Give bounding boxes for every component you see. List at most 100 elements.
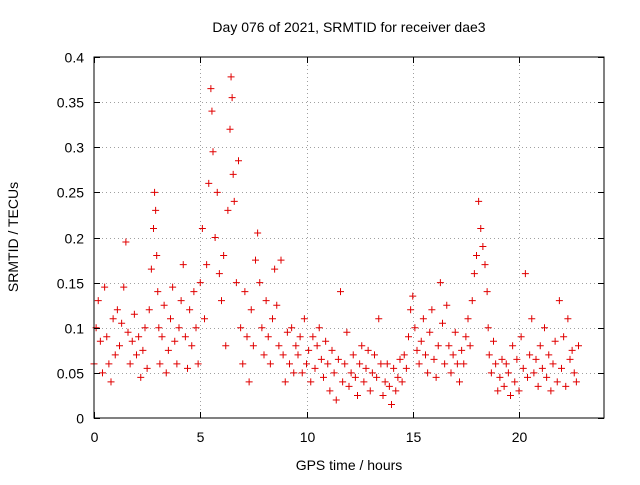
data-points — [90, 73, 582, 408]
data-point — [551, 337, 559, 345]
data-point — [481, 261, 489, 269]
data-point — [229, 170, 237, 178]
data-point — [402, 364, 410, 372]
data-point — [227, 73, 235, 81]
x-tick-label: 20 — [512, 429, 528, 445]
data-point — [235, 157, 242, 165]
data-point — [483, 288, 491, 296]
data-point — [475, 197, 483, 205]
y-tick-label: 0 — [76, 411, 84, 427]
data-point — [424, 369, 432, 377]
data-point — [549, 360, 557, 368]
data-point — [458, 346, 466, 354]
data-point — [562, 382, 570, 390]
data-point — [198, 224, 206, 232]
data-point — [269, 315, 276, 323]
data-point — [147, 265, 155, 273]
data-point — [479, 243, 487, 251]
data-point — [211, 234, 219, 241]
data-point — [441, 360, 449, 368]
data-point — [534, 382, 542, 390]
x-tick-label: 0 — [91, 429, 99, 445]
data-point — [258, 324, 266, 332]
data-point — [277, 256, 285, 264]
data-point — [311, 364, 319, 372]
data-point — [317, 355, 325, 363]
data-point — [167, 315, 174, 323]
data-point — [298, 369, 306, 377]
data-point — [116, 342, 123, 350]
data-point — [322, 337, 330, 345]
data-point — [538, 364, 546, 372]
data-point — [509, 342, 517, 350]
data-point — [417, 337, 425, 345]
data-point — [356, 360, 364, 368]
data-point — [379, 391, 387, 399]
data-point — [349, 351, 357, 359]
data-point — [275, 342, 283, 350]
data-point — [432, 373, 440, 381]
data-point — [517, 333, 525, 341]
data-point — [411, 324, 419, 332]
axis-tick-labels: 0 0.05 0.1 0.15 0.2 0.25 0.3 0.35 0.4 0 5 10 15 20 — [57, 50, 528, 446]
data-point — [164, 346, 172, 354]
data-point — [160, 301, 168, 309]
data-point — [430, 355, 438, 363]
data-point — [320, 373, 327, 381]
data-point — [373, 373, 381, 381]
data-point — [260, 351, 268, 359]
data-point — [555, 297, 563, 305]
data-point — [426, 328, 434, 336]
data-point — [543, 373, 551, 381]
data-point — [515, 387, 523, 395]
data-point — [305, 346, 313, 354]
data-point — [154, 288, 162, 296]
data-point — [292, 342, 300, 350]
data-point — [294, 351, 302, 359]
data-point — [107, 378, 115, 386]
data-point — [456, 378, 463, 386]
data-point — [462, 333, 470, 341]
x-tick-label: 15 — [406, 429, 422, 445]
data-point — [126, 360, 134, 368]
data-point — [330, 369, 338, 377]
data-point — [273, 301, 281, 309]
data-point — [494, 387, 502, 395]
data-point — [436, 279, 444, 287]
data-point — [473, 252, 480, 260]
data-point — [169, 283, 177, 291]
data-point — [103, 333, 111, 341]
data-point — [500, 382, 508, 390]
data-point — [504, 369, 512, 377]
data-point — [188, 342, 196, 350]
data-point — [498, 355, 506, 363]
y-tick-label: 0.15 — [57, 276, 84, 292]
data-point — [94, 297, 102, 305]
data-point — [241, 288, 249, 296]
data-point — [484, 324, 492, 332]
data-point — [141, 324, 149, 332]
data-point — [96, 337, 104, 345]
data-point — [162, 369, 170, 377]
data-point — [536, 342, 544, 350]
x-axis-label: GPS time / hours — [296, 457, 403, 473]
data-point — [443, 301, 451, 309]
data-point — [213, 188, 221, 196]
data-point — [296, 333, 304, 341]
data-point — [135, 333, 143, 341]
data-point — [209, 148, 217, 156]
data-point — [281, 378, 289, 386]
data-point — [218, 297, 225, 305]
data-point — [396, 355, 404, 363]
data-point — [358, 342, 366, 350]
data-point — [385, 382, 393, 390]
data-point — [190, 288, 198, 296]
data-point — [334, 355, 342, 363]
axis-ticks — [94, 57, 604, 419]
x-tick-label: 5 — [197, 429, 205, 445]
data-point — [381, 378, 389, 386]
data-point — [326, 387, 334, 395]
data-point — [175, 324, 183, 332]
data-point — [245, 378, 253, 386]
